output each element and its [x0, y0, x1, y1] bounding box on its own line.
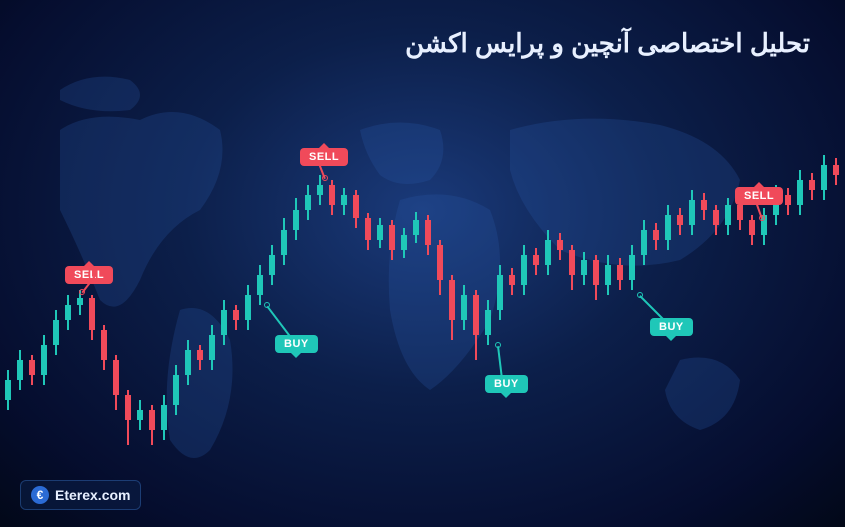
logo-text: Eterex.com: [55, 487, 130, 503]
sell-label: SELL: [735, 187, 783, 205]
connector-dot-icon: [759, 215, 765, 221]
connector-dot-icon: [637, 292, 643, 298]
buy-label: BUY: [485, 375, 528, 393]
connector-dot-icon: [79, 289, 85, 295]
sell-label: SELL: [300, 148, 348, 166]
brand-logo: € Eterex.com: [20, 480, 141, 510]
buy-label: BUY: [650, 318, 693, 336]
logo-mark-icon: €: [31, 486, 49, 504]
connector-dot-icon: [322, 175, 328, 181]
chart-canvas: تحلیل اختصاصی آنچین و پرایس اکشن SELLSEL…: [0, 0, 845, 527]
candlestick-chart: [0, 0, 845, 527]
connector-dot-icon: [495, 342, 501, 348]
buy-label: BUY: [275, 335, 318, 353]
connector-dot-icon: [264, 302, 270, 308]
